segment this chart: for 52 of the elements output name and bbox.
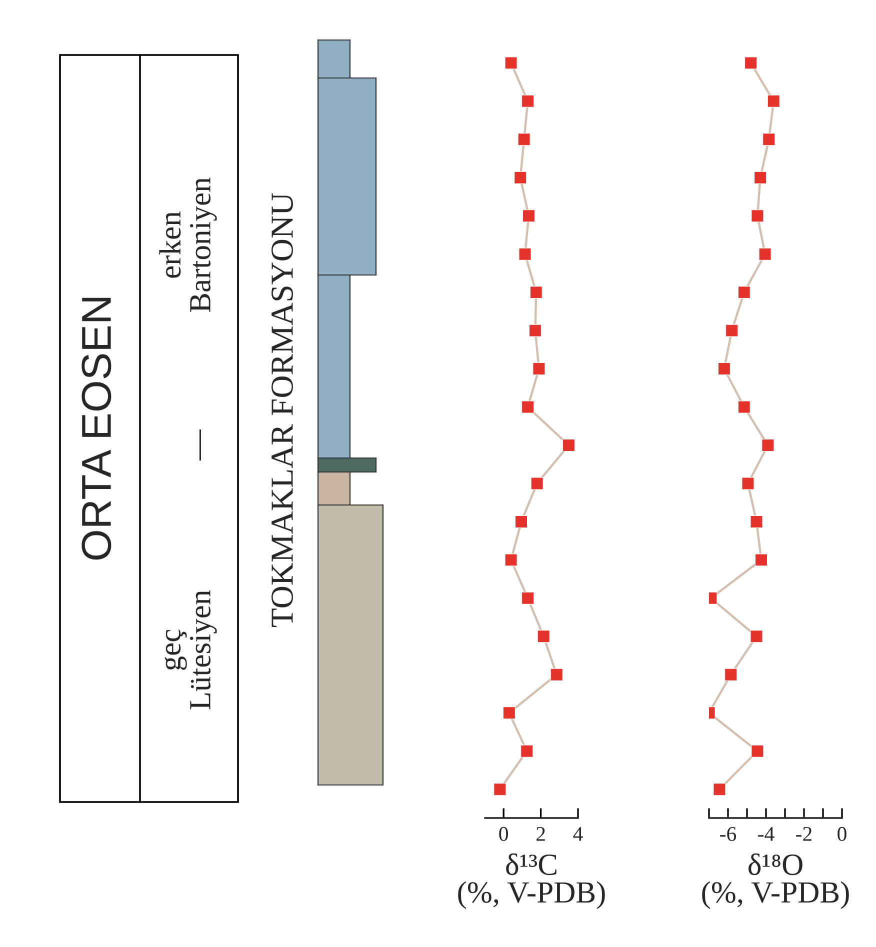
text: —	[199, 430, 201, 460]
point	[751, 210, 764, 222]
x-axis-title: δ¹⁸O (%, V-PDB)	[702, 853, 849, 909]
x-tick-label: 0	[838, 826, 846, 841]
point	[494, 783, 506, 796]
point	[750, 630, 763, 643]
x-tick-label: -2	[796, 826, 812, 841]
text: TOKMAKLAR FORMASYONU	[272, 193, 293, 628]
point	[521, 94, 534, 108]
point	[751, 744, 764, 758]
point	[713, 783, 726, 796]
point	[754, 171, 767, 184]
point	[520, 744, 534, 758]
x-tick-label: 0	[499, 826, 508, 841]
point	[504, 554, 518, 566]
point	[762, 133, 776, 146]
point	[750, 515, 763, 528]
point	[518, 133, 530, 146]
point	[502, 706, 516, 720]
point	[718, 362, 730, 376]
point	[550, 668, 563, 681]
point	[767, 94, 780, 108]
point	[514, 171, 527, 184]
x-tick-label: -4	[758, 827, 774, 841]
point	[726, 324, 738, 337]
point	[518, 248, 532, 260]
point	[530, 477, 544, 490]
point	[724, 668, 738, 681]
text: erken Bartoniyen	[159, 178, 217, 312]
point	[537, 630, 550, 643]
text: geç Lütesiyen	[164, 590, 217, 710]
point	[532, 362, 546, 376]
x-axis-title: δ¹³C (%, V-PDB)	[458, 853, 605, 909]
point	[521, 592, 534, 604]
point	[758, 248, 772, 260]
x-tick-label: 2	[536, 826, 545, 841]
point	[754, 554, 768, 566]
point	[530, 286, 542, 299]
x-tick-label: -6	[720, 826, 736, 841]
point	[522, 210, 536, 222]
point	[514, 515, 528, 528]
x-tick-label: 4	[573, 827, 583, 841]
point	[504, 56, 518, 70]
point	[762, 438, 774, 452]
point	[738, 286, 750, 299]
text: ORTA EOSEN	[82, 298, 112, 560]
point	[738, 400, 750, 414]
point	[521, 400, 534, 414]
point	[562, 438, 575, 452]
point	[742, 477, 754, 490]
point	[528, 324, 542, 337]
point	[744, 56, 758, 70]
